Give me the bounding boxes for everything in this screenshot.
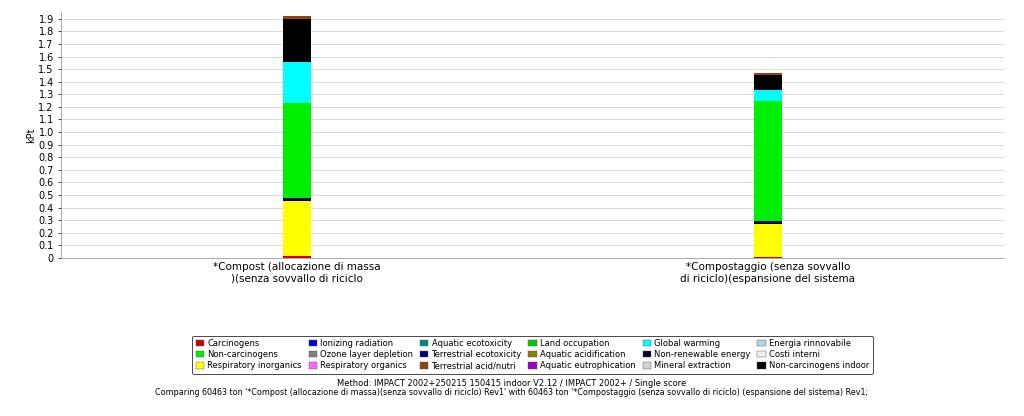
Bar xyxy=(283,103,311,198)
Bar xyxy=(283,256,311,258)
Bar xyxy=(754,90,782,101)
Bar xyxy=(754,257,782,258)
Bar xyxy=(283,62,311,103)
Bar xyxy=(754,73,782,74)
Bar xyxy=(754,221,782,223)
Bar xyxy=(283,201,311,256)
Y-axis label: kPt: kPt xyxy=(26,127,36,143)
Bar xyxy=(283,16,311,19)
Bar xyxy=(754,101,782,221)
Text: Comparing 60463 ton '*Compost (allocazione di massa)(senza sovvallo di riciclo) : Comparing 60463 ton '*Compost (allocazio… xyxy=(156,388,868,397)
Text: Method: IMPACT 2002+250215 150415 indoor V2.12 / IMPACT 2002+ / Single score: Method: IMPACT 2002+250215 150415 indoor… xyxy=(337,379,687,388)
Legend: Carcinogens, Non-carcinogens, Respiratory inorganics, Ionizing radiation, Ozone : Carcinogens, Non-carcinogens, Respirator… xyxy=(193,336,872,374)
Bar xyxy=(283,19,311,62)
Bar xyxy=(283,198,311,201)
Bar xyxy=(754,223,782,257)
Bar xyxy=(754,74,782,90)
